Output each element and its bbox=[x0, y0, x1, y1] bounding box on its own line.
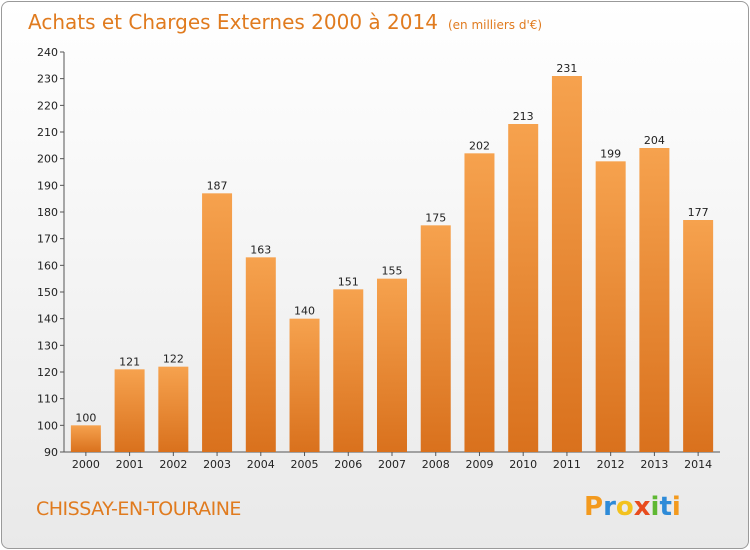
bar-2006 bbox=[333, 289, 364, 452]
x-tick-label-2008: 2008 bbox=[422, 458, 450, 471]
bar-2009 bbox=[464, 153, 495, 453]
x-tick-label-2003: 2003 bbox=[203, 458, 231, 471]
title-unit: (en milliers d'€) bbox=[447, 18, 543, 32]
logo-letter: P bbox=[584, 492, 604, 522]
y-tick-label: 100 bbox=[37, 419, 58, 432]
x-tick-label-2009: 2009 bbox=[465, 458, 493, 471]
logo-letter: o bbox=[615, 492, 634, 522]
x-tick-label-2005: 2005 bbox=[291, 458, 319, 471]
bar-2002 bbox=[158, 366, 189, 452]
logo-letter: r bbox=[603, 492, 616, 522]
y-tick-label: 200 bbox=[37, 153, 58, 166]
x-tick-label-2006: 2006 bbox=[334, 458, 362, 471]
y-tick-label: 90 bbox=[44, 446, 58, 459]
commune-name: CHISSAY-EN-TOURAINE bbox=[36, 498, 241, 520]
logo-letter: i bbox=[650, 492, 660, 522]
bar-2004 bbox=[245, 257, 276, 452]
data-label-2006: 151 bbox=[338, 275, 359, 288]
y-tick-label: 190 bbox=[37, 179, 58, 192]
x-tick-label-2012: 2012 bbox=[597, 458, 625, 471]
y-tick-label: 240 bbox=[37, 46, 58, 59]
bar-2014 bbox=[683, 220, 714, 452]
y-tick-label: 120 bbox=[37, 366, 58, 379]
bar-2000 bbox=[70, 425, 101, 452]
x-tick-label-2011: 2011 bbox=[553, 458, 581, 471]
data-label-2010: 213 bbox=[513, 110, 534, 123]
logo-letter: x bbox=[633, 492, 651, 522]
data-label-2005: 140 bbox=[294, 305, 315, 318]
data-label-2000: 100 bbox=[75, 411, 96, 424]
x-tick-label-2010: 2010 bbox=[509, 458, 537, 471]
x-tick-label-2013: 2013 bbox=[640, 458, 668, 471]
y-tick-label: 220 bbox=[37, 99, 58, 112]
y-tick-label: 230 bbox=[37, 73, 58, 86]
y-tick-label: 140 bbox=[37, 313, 58, 326]
bar-2013 bbox=[639, 148, 670, 452]
data-label-2014: 177 bbox=[688, 206, 709, 219]
y-tick-label: 180 bbox=[37, 206, 58, 219]
data-label-2008: 175 bbox=[425, 211, 446, 224]
x-tick-label-2007: 2007 bbox=[378, 458, 406, 471]
y-tick-label: 130 bbox=[37, 339, 58, 352]
data-label-2001: 121 bbox=[119, 355, 140, 368]
data-label-2013: 204 bbox=[644, 134, 665, 147]
bar-2001 bbox=[114, 369, 145, 452]
x-tick-label-2001: 2001 bbox=[116, 458, 144, 471]
title-text: Achats et Charges Externes 2000 à 2014 bbox=[28, 10, 438, 34]
x-tick-label-2000: 2000 bbox=[72, 458, 100, 471]
data-label-2003: 187 bbox=[207, 179, 228, 192]
bar-2005 bbox=[289, 318, 320, 452]
y-tick-label: 170 bbox=[37, 233, 58, 246]
chart-title: Achats et Charges Externes 2000 à 2014 (e… bbox=[28, 10, 542, 34]
data-label-2004: 163 bbox=[250, 243, 271, 256]
bar-2012 bbox=[595, 161, 626, 453]
data-label-2011: 231 bbox=[556, 62, 577, 75]
logo-letter: i bbox=[671, 492, 681, 522]
data-label-2012: 199 bbox=[600, 147, 621, 160]
y-tick-label: 160 bbox=[37, 259, 58, 272]
bar-2007 bbox=[377, 278, 407, 452]
data-label-2009: 202 bbox=[469, 139, 490, 152]
bar-2003 bbox=[202, 193, 233, 453]
x-tick-label-2004: 2004 bbox=[247, 458, 275, 471]
bar-2010 bbox=[508, 124, 539, 452]
bar-2011 bbox=[551, 76, 582, 452]
bar-2008 bbox=[420, 225, 451, 452]
proxiti-logo: Proxiti bbox=[584, 492, 681, 522]
y-tick-label: 110 bbox=[37, 393, 58, 406]
data-label-2007: 155 bbox=[382, 265, 403, 278]
y-tick-label: 210 bbox=[37, 126, 58, 139]
y-tick-label: 150 bbox=[37, 286, 58, 299]
logo-letter: t bbox=[659, 492, 672, 522]
x-tick-label-2014: 2014 bbox=[684, 458, 712, 471]
data-label-2002: 122 bbox=[163, 353, 184, 366]
x-tick-label-2002: 2002 bbox=[159, 458, 187, 471]
